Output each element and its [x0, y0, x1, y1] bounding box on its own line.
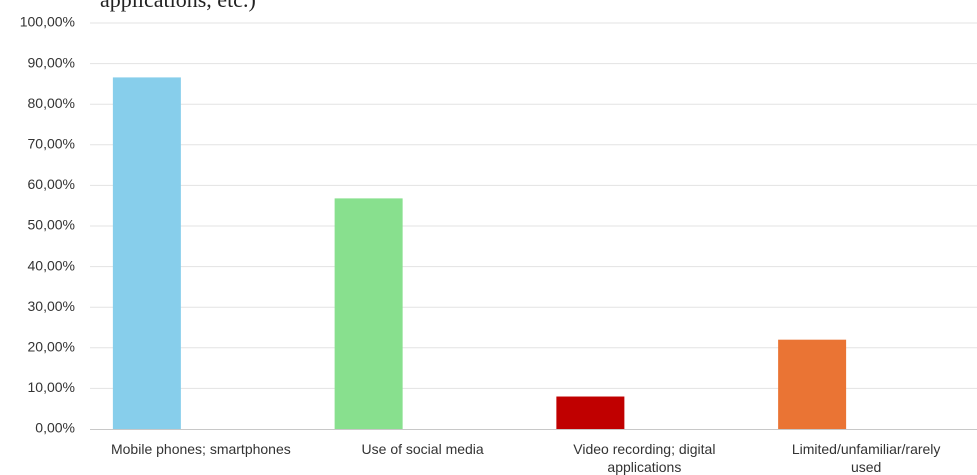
- x-category-label: Use of social media: [362, 441, 484, 457]
- y-tick-label: 40,00%: [28, 257, 75, 273]
- y-tick-label: 90,00%: [28, 54, 75, 70]
- bar: [556, 396, 625, 429]
- x-category-label: Mobile phones; smartphones: [111, 441, 291, 457]
- x-category-label: Limited/unfamiliar/rarely used: [792, 441, 941, 475]
- y-tick-label: 50,00%: [28, 217, 75, 233]
- bar: [112, 77, 181, 430]
- y-tick-label: 60,00%: [28, 176, 75, 192]
- y-tick-label: 30,00%: [28, 298, 75, 314]
- x-axis-category-labels: Mobile phones; smartphones Use of social …: [111, 441, 940, 475]
- y-tick-label: 20,00%: [28, 339, 75, 355]
- chart-title-fragment: applications, etc.): [100, 0, 256, 12]
- bars: [112, 77, 847, 430]
- x-category-label: Video recording; digital applications: [573, 441, 715, 475]
- y-tick-label: 0,00%: [35, 420, 75, 436]
- y-tick-label: 70,00%: [28, 136, 75, 152]
- y-axis-tick-labels: 0,00% 10,00% 20,00% 30,00% 40,00% 50,00% 60,00…: [20, 14, 75, 436]
- bar: [334, 198, 403, 429]
- gridlines: [90, 22, 977, 389]
- bar: [778, 339, 847, 429]
- y-tick-label: 80,00%: [28, 95, 75, 111]
- y-tick-label: 100,00%: [20, 14, 75, 30]
- y-tick-label: 10,00%: [28, 379, 75, 395]
